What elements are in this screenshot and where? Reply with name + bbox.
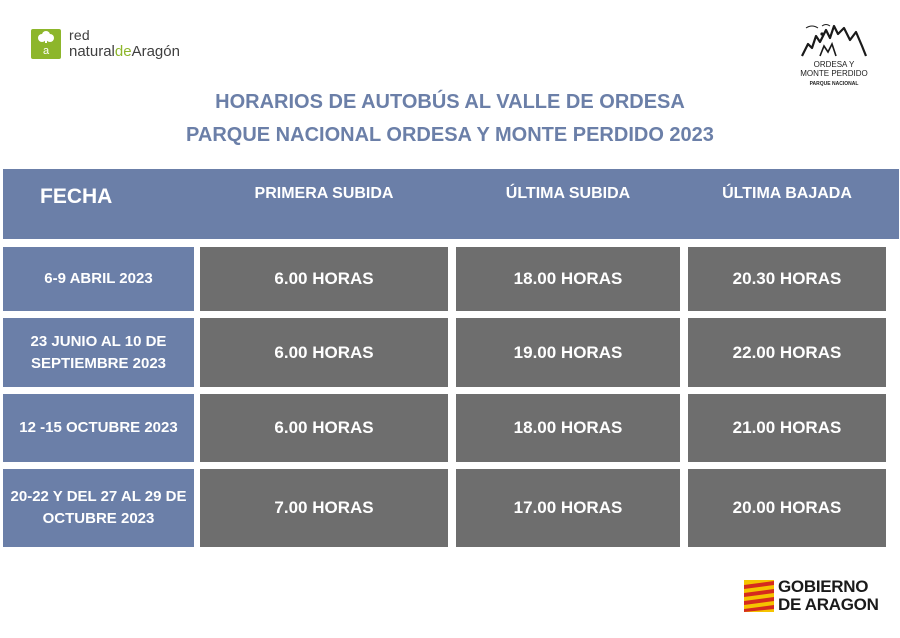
table-row-1-fecha: 6-9 ABRIL 2023 — [3, 247, 194, 311]
row-3-primera-subida-text: 6.00 HORAS — [274, 418, 374, 437]
logo-text-part3: Aragón — [131, 43, 180, 60]
gobierno-text-line2: DE ARAGON — [778, 595, 879, 614]
header-ultima-bajada: ÚLTIMA BAJADA — [722, 185, 852, 202]
aragon-flag-icon — [744, 580, 774, 612]
row-2-ultima-bajada-text: 22.00 HORAS — [732, 342, 842, 362]
row-3-fecha-text: 12 -15 OCTUBRE 2023 — [19, 419, 178, 436]
table-row-4-ultima-subida: 17.00 HORAS — [456, 469, 680, 547]
row-1-primera-subida-text: 6.00 HORAS — [274, 269, 374, 288]
table-row-1-primera-subida: 6.00 HORAS — [200, 247, 448, 311]
table-row-3-fecha: 12 -15 OCTUBRE 2023 — [3, 394, 194, 462]
logo-text-part2: de — [114, 43, 132, 60]
header-primera-subida: PRIMERA SUBIDA — [254, 185, 394, 202]
row-1-ultima-bajada-text: 20.30 HORAS — [732, 269, 842, 288]
table-row-2-fecha: 23 JUNIO AL 10 DE SEPTIEMBRE 2023 — [3, 318, 194, 387]
row-4-primera-subida-text: 7.00 HORAS — [274, 498, 374, 517]
row-3-ultima-bajada-text: 21.00 HORAS — [732, 418, 842, 437]
page-title-line1: HORARIOS DE AUTOBÚS AL VALLE DE ORDESA — [215, 91, 685, 113]
row-2-primera-subida-text: 6.00 HORAS — [274, 342, 374, 362]
table-row-4-ultima-bajada: 20.00 HORAS — [688, 469, 886, 547]
logo-mark-letter: a — [42, 45, 50, 57]
table-row-1-ultima-subida: 18.00 HORAS — [456, 247, 680, 311]
logo-text-red: red — [69, 27, 90, 43]
ordesa-mountain-logo: ORDESA Y MONTE PERDIDO PARQUE NACIONAL — [792, 22, 876, 92]
table-row-2-primera-subida: 6.00 HORAS — [200, 318, 448, 387]
logo-text-natural: naturaldeAragón — [69, 43, 180, 61]
row-4-fecha-text: 20-22 Y DEL 27 AL 29 DE OCTUBRE 2023 — [10, 488, 187, 527]
table-row-4-primera-subida: 7.00 HORAS — [200, 469, 448, 547]
gobierno-aragon-logo: GOBIERNO DE ARAGON — [744, 578, 890, 618]
table-row-2-ultima-bajada: 22.00 HORAS — [688, 318, 886, 387]
row-2-fecha-text: 23 JUNIO AL 10 DE SEPTIEMBRE 2023 — [30, 332, 167, 372]
table-row-4-fecha: 20-22 Y DEL 27 AL 29 DE OCTUBRE 2023 — [3, 469, 194, 547]
park-logo-subtitle: PARQUE NACIONAL — [809, 81, 859, 87]
park-logo-name-line2: MONTE PERDIDO — [800, 69, 868, 78]
park-logo-name: ORDESA Y MONTE PERDIDO — [792, 60, 876, 78]
gobierno-text-line1: GOBIERNO — [778, 577, 869, 596]
header-ultima-subida: ÚLTIMA SUBIDA — [505, 185, 631, 202]
park-logo-name-line1: ORDESA Y — [813, 60, 855, 69]
row-4-ultima-bajada-text: 20.00 HORAS — [732, 498, 842, 517]
table-row-3-primera-subida: 6.00 HORAS — [200, 394, 448, 462]
table-row-2-ultima-subida: 19.00 HORAS — [456, 318, 680, 387]
row-4-ultima-subida-text: 17.00 HORAS — [513, 498, 623, 517]
row-2-ultima-subida-text: 19.00 HORAS — [513, 342, 623, 362]
row-3-ultima-subida-text: 18.00 HORAS — [513, 418, 623, 437]
table-row-3-ultima-bajada: 21.00 HORAS — [688, 394, 886, 462]
table-row-1-ultima-bajada: 20.30 HORAS — [688, 247, 886, 311]
row-1-ultima-subida-text: 18.00 HORAS — [513, 269, 623, 288]
row-1-fecha-text: 6-9 ABRIL 2023 — [44, 270, 153, 287]
table-row-3-ultima-subida: 18.00 HORAS — [456, 394, 680, 462]
red-natural-aragon-logo: a red naturaldeAragón — [31, 27, 231, 64]
header-fecha: FECHA — [40, 185, 113, 208]
tree-icon: a — [31, 29, 61, 59]
page-title-line2: PARQUE NACIONAL ORDESA Y MONTE PERDIDO 2… — [186, 124, 714, 146]
mountain-icon — [801, 24, 868, 57]
table-header-band — [3, 169, 899, 239]
gobierno-text: GOBIERNO DE ARAGON — [778, 578, 879, 614]
logo-text-part1: natural — [69, 43, 115, 60]
